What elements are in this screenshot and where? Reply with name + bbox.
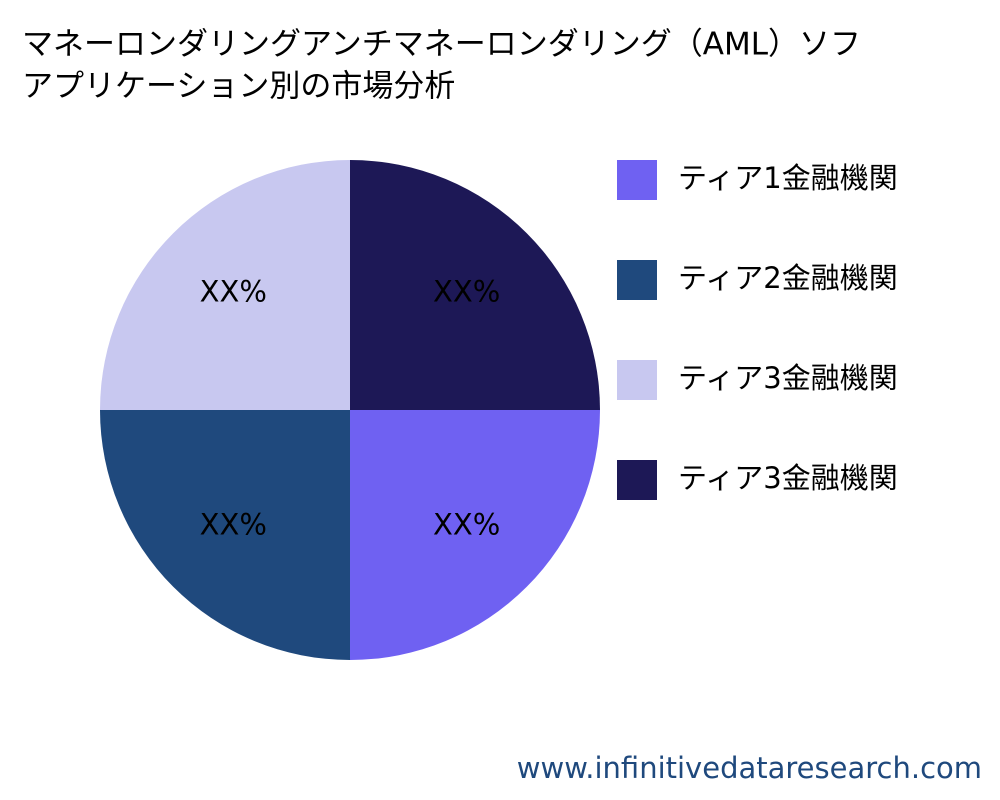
- data-label: XX%: [200, 508, 267, 542]
- pie-slice: [350, 160, 600, 410]
- chart-title: マネーロンダリングアンチマネーロンダリング（AML）ソフ: [22, 27, 861, 63]
- pie-slice: [100, 160, 350, 410]
- legend-label: ティア1金融機関: [678, 161, 898, 195]
- legend-label: ティア2金融機関: [678, 261, 898, 295]
- legend-label: ティア3金融機関: [678, 361, 898, 395]
- data-label: XX%: [200, 274, 267, 308]
- legend-swatch: [617, 260, 657, 300]
- legend-swatch: [617, 460, 657, 500]
- data-label: XX%: [433, 274, 500, 308]
- legend-swatch: [617, 160, 657, 200]
- legend-label: ティア3金融機関: [678, 461, 898, 495]
- source: www.infinitivedataresearch.com: [517, 751, 982, 785]
- legend-swatch: [617, 360, 657, 400]
- chart-title: アプリケーション別の市場分析: [22, 69, 455, 105]
- pie-slice: [100, 410, 350, 660]
- pie-slice: [350, 410, 600, 660]
- data-label: XX%: [433, 508, 500, 542]
